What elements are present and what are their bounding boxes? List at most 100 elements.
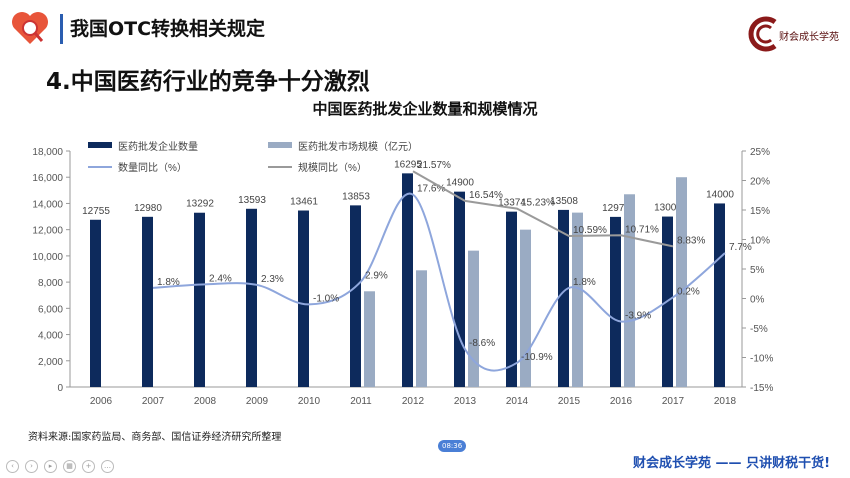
line-count-yoy-label: 0.2% (677, 286, 700, 297)
bar-count (402, 173, 413, 387)
legend-label: 医药批发企业数量 (118, 140, 198, 153)
bar-count-label: 12755 (82, 206, 110, 217)
legend-label: 数量同比（%） (118, 161, 187, 174)
x-tick-label: 2006 (90, 396, 113, 407)
bar-count (610, 216, 621, 387)
bar-count-label: 14000 (706, 189, 734, 200)
line-count-yoy-label: 1.8% (157, 277, 180, 288)
legend-swatch (88, 142, 112, 148)
right-tick-label: 10% (750, 236, 770, 247)
prev-icon[interactable]: ‹ (6, 460, 19, 473)
bar-market-size (520, 229, 531, 387)
right-tick-label: 15% (750, 206, 770, 217)
bar-market-size (676, 177, 687, 387)
source-note: 资料来源:国家药监局、商务部、国信证券经济研究所整理 (28, 432, 282, 443)
left-tick-label: 10,000 (32, 252, 63, 263)
line-count-yoy-label: -3.9% (625, 311, 651, 322)
line-size-yoy (412, 170, 674, 248)
bar-market-size (572, 212, 583, 387)
line-size-yoy-label: 8.83% (677, 235, 705, 246)
line-count-yoy-label: 2.9% (365, 270, 388, 281)
line-count-yoy-label: -1.0% (313, 293, 339, 304)
bar-count (90, 219, 101, 387)
bar-count (298, 210, 309, 387)
bar-count-label: 13374 (498, 198, 526, 209)
bar-market-size (624, 194, 635, 387)
left-tick-label: 16,000 (32, 173, 63, 184)
header-title: 我国OTC转换相关规定 (70, 18, 266, 40)
x-tick-label: 2011 (350, 396, 372, 407)
bar-count-label: 12980 (134, 203, 162, 214)
line-count-yoy-label: 17.6% (417, 184, 445, 195)
line-size-yoy-label: 10.59% (573, 225, 607, 236)
bar-count (350, 205, 361, 387)
bar-market-size (364, 291, 375, 387)
x-tick-label: 2012 (402, 396, 425, 407)
x-tick-label: 2014 (506, 396, 529, 407)
line-size-yoy-label: 21.57% (417, 160, 451, 171)
slogan: 财会成长学苑 —— 只讲财税干货! (633, 456, 830, 471)
x-tick-label: 2015 (558, 396, 581, 407)
x-tick-label: 2017 (662, 396, 685, 407)
bar-count (454, 191, 465, 387)
bar-count (714, 203, 725, 387)
line-count-yoy-label: -10.9% (521, 352, 553, 363)
grid-icon[interactable]: ▦ (63, 460, 76, 473)
line-count-yoy-label: 7.7% (729, 242, 752, 253)
bar-count (558, 209, 569, 387)
bar-count-label: 12975 (602, 203, 630, 214)
legend-label: 医药批发市场规模（亿元） (298, 140, 418, 153)
legend-label: 规模同比（%） (298, 161, 367, 174)
line-count-yoy-label: 2.4% (209, 273, 232, 284)
legend-swatch (268, 142, 292, 148)
bar-count-label: 16295 (394, 159, 422, 170)
x-tick-label: 2010 (298, 396, 321, 407)
magnifier-heart-logo (12, 12, 48, 44)
right-tick-label: -5% (750, 324, 768, 335)
x-tick-label: 2013 (454, 396, 477, 407)
line-size-yoy-label: 15.23% (521, 198, 555, 209)
bar-count (142, 216, 153, 387)
right-tick-label: -15% (750, 383, 773, 394)
line-count-yoy-label: 2.3% (261, 274, 284, 285)
x-tick-label: 2018 (714, 396, 737, 407)
bar-count-label: 14900 (446, 178, 474, 189)
left-tick-label: 6,000 (38, 304, 63, 315)
bar-count-label: 13508 (550, 196, 578, 207)
line-count-yoy-label: -8.6% (469, 338, 495, 349)
play-icon[interactable]: ▸ (44, 460, 57, 473)
left-tick-label: 12,000 (32, 226, 63, 237)
next-icon[interactable]: › (25, 460, 38, 473)
bar-market-size (416, 270, 427, 387)
left-tick-label: 4,000 (38, 331, 63, 342)
player-controls: ‹ › ▸ ▦ + … (6, 460, 114, 473)
timestamp-badge: 08:36 (438, 440, 467, 452)
left-tick-label: 2,000 (38, 357, 63, 368)
bar-market-size (468, 250, 479, 387)
x-tick-label: 2016 (610, 396, 633, 407)
x-tick-label: 2008 (194, 396, 217, 407)
left-tick-label: 14,000 (32, 199, 63, 210)
more-icon[interactable]: … (101, 460, 114, 473)
title-accent-bar (60, 14, 63, 44)
brand-name: 财会成长学苑 (779, 32, 839, 43)
line-count-yoy-label: 1.8% (573, 277, 596, 288)
right-tick-label: 20% (750, 177, 770, 188)
x-tick-label: 2009 (246, 396, 269, 407)
line-count-yoy (152, 192, 726, 372)
bar-count (506, 211, 517, 387)
right-tick-label: 5% (750, 265, 765, 276)
line-size-yoy-label: 10.71% (625, 224, 659, 235)
bar-count-label: 13292 (186, 199, 214, 210)
right-tick-label: 25% (750, 147, 770, 158)
bar-count-label: 13461 (290, 197, 318, 208)
right-tick-label: 0% (750, 295, 765, 306)
line-size-yoy-label: 16.54% (469, 190, 503, 201)
left-tick-label: 0 (57, 383, 63, 394)
bar-count-label: 13593 (238, 195, 266, 206)
zoom-icon[interactable]: + (82, 460, 95, 473)
chart-title: 中国医药批发企业数量和规模情况 (312, 100, 538, 118)
bar-count (194, 212, 205, 387)
bar-count-label: 13853 (342, 191, 370, 202)
